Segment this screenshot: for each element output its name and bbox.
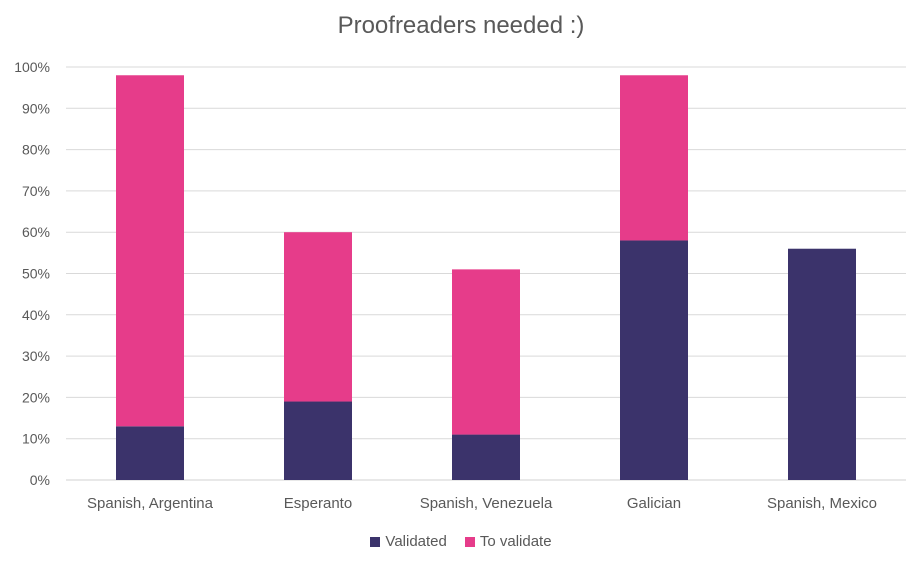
y-tick-label: 70%	[22, 183, 50, 199]
bar-validated	[788, 248, 856, 480]
x-tick-label: Spanish, Argentina	[87, 495, 214, 512]
y-tick-label: 80%	[22, 142, 50, 158]
x-tick-label: Spanish, Venezuela	[420, 495, 553, 512]
y-tick-label: 50%	[22, 266, 50, 282]
legend-label-validated: Validated	[385, 533, 447, 550]
bar-to-validate	[116, 75, 184, 427]
bar-validated	[116, 426, 184, 480]
y-tick-label: 30%	[22, 348, 50, 364]
bar-to-validate	[452, 269, 520, 435]
y-tick-label: 20%	[22, 389, 50, 405]
legend: Validated To validate	[0, 533, 922, 550]
bar-to-validate	[284, 232, 352, 402]
legend-swatch-validated	[370, 536, 381, 547]
chart-title: Proofreaders needed :)	[337, 12, 585, 39]
y-tick-label: 10%	[22, 431, 50, 447]
x-tick-label: Galician	[627, 495, 681, 512]
y-tick-label: 60%	[22, 224, 50, 240]
y-tick-label: 40%	[22, 307, 50, 323]
legend-swatch-to-validate	[464, 536, 475, 547]
legend-item-to-validate: To validate	[464, 533, 552, 550]
x-tick-label: Spanish, Mexico	[767, 495, 877, 512]
y-tick-label: 0%	[30, 472, 50, 488]
y-tick-label: 90%	[22, 100, 50, 116]
x-tick-label: Esperanto	[284, 495, 352, 512]
bar-validated	[620, 240, 688, 480]
y-tick-label: 100%	[14, 59, 50, 75]
legend-label-to-validate: To validate	[479, 533, 552, 550]
legend-item-validated: Validated	[370, 533, 447, 550]
bar-to-validate	[620, 75, 688, 241]
bar-validated	[284, 401, 352, 480]
bar-validated	[452, 434, 520, 480]
